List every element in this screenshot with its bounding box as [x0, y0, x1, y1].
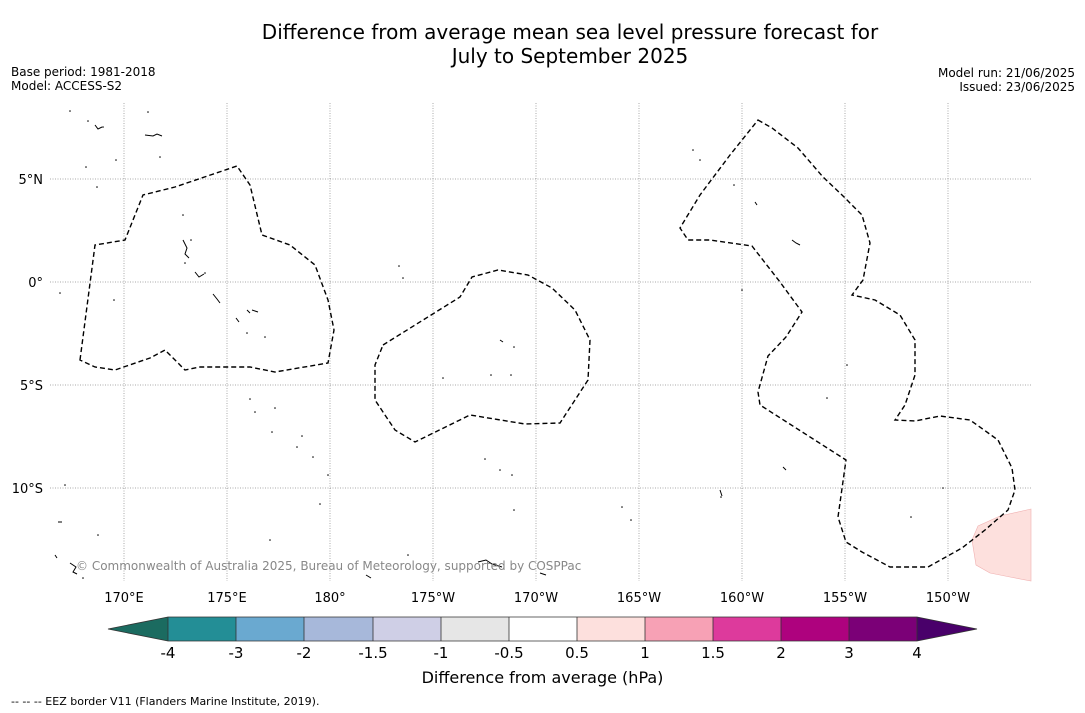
colorbar-bin [373, 617, 441, 641]
meta-right: Model run: 21/06/2025 Issued: 23/06/2025 [938, 66, 1075, 94]
lon-tick-label: 170°W [514, 591, 558, 606]
lat-tick-label: 5°S [20, 379, 43, 394]
colorbar-tick-label: 3 [844, 644, 854, 662]
lat-tick-label: 0° [28, 276, 43, 291]
colorbar-bin [509, 617, 577, 641]
model-run: Model run: 21/06/2025 [937, 66, 1075, 80]
eez-border-central [374, 269, 591, 443]
lon-tick-label: 175°E [207, 591, 247, 606]
chart-title: Difference from average mean sea level p… [0, 20, 1085, 68]
eez-border-east [679, 119, 1016, 568]
colorbar-label: Difference from average (hPa) [421, 668, 664, 687]
title-line-1: Difference from average mean sea level p… [261, 20, 879, 44]
colorbar-tick-label: -4 [161, 644, 176, 662]
colorbar-high-extension [917, 617, 977, 641]
eez-border-west [79, 165, 335, 373]
colorbar: -4 -3 -2 -1.5 -1 -0.5 0.5 1 1.5 2 3 4 [107, 616, 978, 662]
lon-tick-label: 180° [314, 591, 345, 606]
positive-anomaly-region [971, 508, 1032, 582]
lon-tick-label: 155°W [823, 591, 867, 606]
lon-tick-label: 170°E [104, 591, 144, 606]
colorbar-tick-label: 4 [912, 644, 922, 662]
map-gridlines [50, 103, 1031, 581]
colorbar-bin [645, 617, 713, 641]
eez-footnote: -- -- -- EEZ border V11 (Flanders Marine… [11, 695, 320, 708]
model-name: Model: ACCESS-S2 [11, 79, 123, 93]
colorbar-tick-label: 1 [640, 644, 650, 662]
colorbar-tick-label: -0.5 [494, 644, 523, 662]
colorbar-tick-label: 2 [776, 644, 786, 662]
lat-tick-label: 5°N [19, 173, 44, 188]
colorbar-tick-label: -1.5 [358, 644, 387, 662]
title-line-2: July to September 2025 [451, 44, 689, 68]
colorbar-tick-label: -2 [297, 644, 312, 662]
colorbar-bin [236, 617, 304, 641]
colorbar-bin [713, 617, 781, 641]
lon-tick-labels: 170°E 175°E 180° 175°W 170°W 165°W 160°W… [104, 591, 970, 606]
colorbar-bin [441, 617, 509, 641]
lon-tick-label: 150°W [926, 591, 970, 606]
colorbar-tick-label: -1 [434, 644, 449, 662]
lat-tick-labels: 5°N 0° 5°S 10°S [12, 173, 43, 497]
eez-borders [79, 119, 1016, 568]
issued-date: Issued: 23/06/2025 [959, 80, 1075, 94]
colorbar-bin [168, 617, 236, 641]
lon-tick-label: 160°W [720, 591, 764, 606]
lat-tick-label: 10°S [12, 482, 43, 497]
island-coastlines [54, 124, 801, 579]
base-period: Base period: 1981-2018 [11, 65, 156, 79]
small-islands [59, 110, 944, 579]
meta-left: Base period: 1981-2018 Model: ACCESS-S2 [11, 65, 156, 93]
colorbar-tick-label: -3 [229, 644, 244, 662]
copyright-notice: © Commonwealth of Australia 2025, Bureau… [76, 559, 581, 573]
colorbar-low-extension [108, 617, 168, 641]
colorbar-bin [781, 617, 849, 641]
colorbar-bin [577, 617, 645, 641]
colorbar-bin [304, 617, 373, 641]
colorbar-bin [849, 617, 917, 641]
colorbar-tick-label: 1.5 [701, 644, 725, 662]
lon-tick-label: 175°W [411, 591, 455, 606]
lon-tick-label: 165°W [617, 591, 661, 606]
colorbar-tick-label: 0.5 [565, 644, 589, 662]
